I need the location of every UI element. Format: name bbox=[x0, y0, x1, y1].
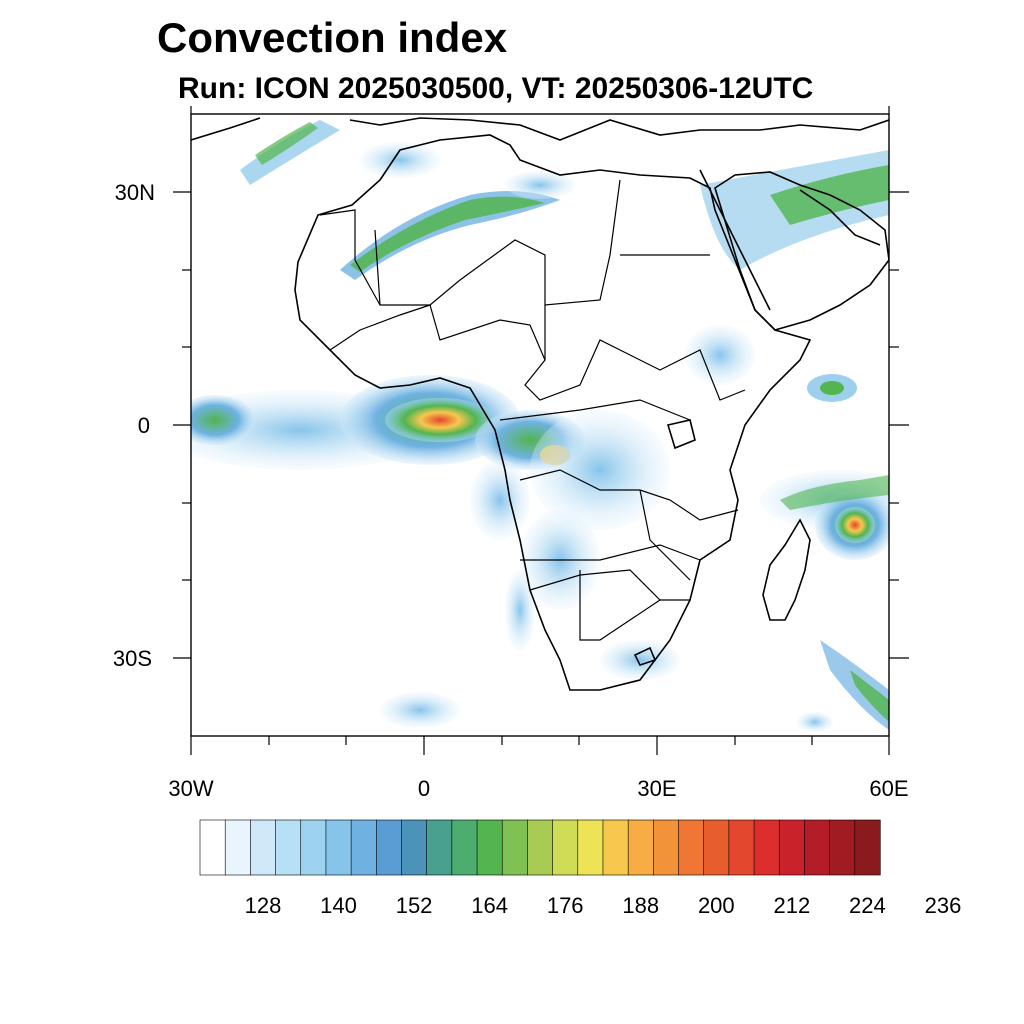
colorbar-swatch bbox=[401, 819, 428, 876]
colorbar-label: 128 bbox=[245, 893, 282, 918]
colorbar-swatch bbox=[199, 819, 226, 876]
map-title: Convection index bbox=[157, 14, 508, 61]
colorbar-swatch bbox=[778, 819, 806, 876]
colorbar-swatch bbox=[602, 819, 629, 876]
colorbar-swatch bbox=[829, 819, 856, 876]
colorbar-swatch bbox=[476, 819, 503, 876]
colorbar-label: 164 bbox=[471, 893, 508, 918]
colorbar-label: 188 bbox=[622, 893, 659, 918]
colorbar-swatch bbox=[325, 819, 352, 876]
colorbar-label: 140 bbox=[320, 893, 357, 918]
colorbar-swatch bbox=[275, 819, 302, 876]
lat-label-30n: 30N bbox=[115, 180, 155, 205]
colorbar-swatch bbox=[426, 819, 453, 876]
colorbar: 128 140 152 164 176 188 200 212 224 236 bbox=[199, 819, 962, 918]
colorbar-swatch bbox=[627, 819, 654, 876]
colorbar-label: 212 bbox=[773, 893, 810, 918]
country-borders bbox=[319, 179, 746, 641]
colorbar-label: 236 bbox=[925, 893, 962, 918]
colorbar-swatch bbox=[501, 819, 529, 876]
colorbar-swatch bbox=[300, 819, 327, 876]
colorbar-swatch bbox=[250, 819, 277, 876]
coastlines bbox=[191, 117, 889, 691]
colorbar-swatch bbox=[703, 819, 730, 876]
lon-label-0: 0 bbox=[418, 776, 430, 801]
colorbar-swatch bbox=[577, 819, 604, 876]
lon-label-30e: 30E bbox=[637, 776, 676, 801]
convection-field bbox=[191, 120, 889, 732]
colorbar-swatch bbox=[350, 819, 377, 876]
colorbar-swatch bbox=[375, 819, 403, 876]
colorbar-swatch bbox=[804, 819, 831, 876]
colorbar-swatch bbox=[224, 819, 251, 876]
lon-label-60e: 60E bbox=[869, 776, 908, 801]
colorbar-swatch bbox=[678, 819, 705, 876]
colorbar-label: 200 bbox=[698, 893, 735, 918]
lat-label-30s: 30S bbox=[113, 646, 152, 671]
colorbar-label: 224 bbox=[849, 893, 886, 918]
colorbar-swatch bbox=[653, 819, 680, 876]
colorbar-swatch bbox=[728, 819, 755, 876]
colorbar-label: 152 bbox=[396, 893, 433, 918]
colorbar-label: 176 bbox=[547, 893, 584, 918]
colorbar-swatch bbox=[451, 819, 478, 876]
colorbar-swatch bbox=[527, 819, 554, 876]
tick-marks bbox=[173, 106, 909, 755]
lat-label-0: 0 bbox=[138, 413, 150, 438]
colorbar-swatch bbox=[552, 819, 579, 876]
lon-label-30w: 30W bbox=[168, 776, 213, 801]
colorbar-swatch bbox=[753, 819, 780, 876]
map-subtitle: Run: ICON 2025030500, VT: 20250306-12UTC bbox=[178, 72, 814, 105]
colorbar-swatch bbox=[854, 819, 881, 876]
